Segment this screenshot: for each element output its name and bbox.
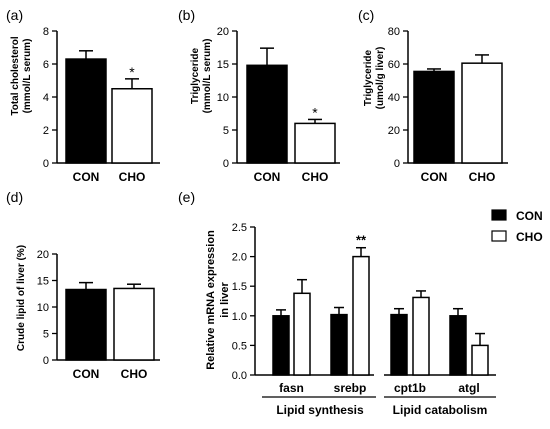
panel-e-ylabel-line1: Relative mRNA expression — [205, 230, 217, 370]
panel-d-x-tick-label: CHO — [121, 367, 148, 381]
panel-a-y-tick-label: 0 — [43, 158, 49, 170]
panel-e-group-label: Lipid catabolism — [393, 403, 488, 417]
panel-b-y-tick-label: 0 — [223, 158, 229, 170]
panel-e-x-tick-label: srebp — [334, 381, 367, 395]
panel-d-y-tick-label: 10 — [37, 302, 49, 314]
panel-d-bar-con — [65, 288, 107, 361]
panel-d-y-tick-label: 5 — [43, 329, 49, 341]
panel-a-y-tick-label: 2 — [43, 125, 49, 137]
panel-e-bar-srebp-cho — [352, 255, 370, 376]
panel-e-y-tick-label: 1.5 — [232, 281, 247, 293]
panel-a-x-tick-label: CON — [73, 170, 100, 184]
panel-c-ylabel-line2: (umol/g liver) — [375, 47, 386, 110]
panel-d-y-tick-label: 15 — [37, 276, 49, 288]
panel-a-plot: 0 2 4 6 8 CON * CHO — [43, 26, 160, 184]
panel-b-ylabel-line2: (mmol/L serum) — [202, 39, 213, 114]
panel-b-y-tick-label: 20 — [217, 26, 229, 38]
panel-e-x-tick-label: cpt1b — [394, 381, 426, 395]
panel-d-bar-cho — [113, 287, 155, 361]
panel-e-bar-fasn-cho — [293, 292, 311, 376]
panel-c-plot: 0 20 40 60 80 CON CHO — [388, 26, 508, 184]
panel-a-ylabel-line2: (mmol/L serum) — [22, 39, 33, 114]
panel-b-label: (b) — [178, 7, 195, 23]
panel-a-bar-con — [65, 58, 107, 164]
panel-e-group-label: Lipid synthesis — [276, 403, 364, 417]
panel-a-significance-mark: * — [129, 64, 135, 80]
panel-a-label: (a) — [6, 7, 23, 23]
panel-e-x-tick-label: fasn — [279, 381, 304, 395]
panel-a-y-tick-label: 4 — [43, 92, 49, 104]
panel-d: (d) Crude lipid of liver (%) 0 5 10 15 20 CON… — [6, 189, 160, 381]
panel-a-y-tick-label: 8 — [43, 26, 49, 38]
panel-c-ylabel-line1: Triglyceride — [363, 49, 374, 106]
panel-b-y-tick-label: 10 — [217, 92, 229, 104]
panel-e-x-tick-label: atgl — [458, 381, 479, 395]
panel-b-x-tick-label: CHO — [302, 170, 329, 184]
panel-d-y-tick-label: 0 — [43, 355, 49, 367]
panel-b-y-tick-label: 5 — [223, 125, 229, 137]
panel-d-ylabel: Crude lipid of liver (%) — [16, 245, 27, 351]
panel-c: (c) Triglyceride (umol/g liver) 0 20 40 60 8… — [358, 7, 508, 184]
panel-e-ylabel-line2: in liver — [219, 282, 231, 318]
panel-b-ylabel-line1: Triglyceride — [190, 47, 201, 104]
panel-d-plot: 0 5 10 15 20 CON CHO — [37, 249, 160, 381]
panel-c-label: (c) — [358, 7, 374, 23]
panel-e-legend: CON CHO — [491, 209, 543, 244]
panel-e-bar-srebp-con — [330, 313, 348, 376]
panel-e-y-tick-label: 0.5 — [232, 340, 247, 352]
panel-e-bar-atgl-cho — [471, 344, 489, 376]
panel-c-x-tick-label: CON — [421, 170, 448, 184]
legend-swatch-con — [491, 209, 507, 221]
panel-d-label: (d) — [6, 189, 23, 205]
panel-c-y-tick-label: 40 — [388, 92, 400, 104]
panel-d-x-tick-label: CON — [73, 367, 100, 381]
panel-c-bar-con — [413, 70, 455, 164]
panel-b-bar-con — [246, 64, 288, 164]
legend-label-cho: CHO — [516, 230, 543, 244]
panel-e-y-tick-label: 1.0 — [232, 311, 247, 323]
panel-e-bar-fasn-con — [272, 315, 290, 376]
panel-b-bar-cho — [294, 122, 336, 164]
legend-swatch-cho — [491, 230, 507, 242]
panel-c-y-tick-label: 0 — [394, 158, 400, 170]
panel-e-bar-cpt1b-cho — [412, 296, 430, 376]
panel-e: (e) Relative mRNA expression in liver 0.… — [178, 189, 543, 417]
panel-c-bar-cho — [461, 62, 503, 164]
panel-a-bar-cho — [111, 88, 153, 164]
panel-a-y-tick-label: 6 — [43, 59, 49, 71]
legend-label-con: CON — [516, 209, 543, 223]
panel-e-bar-cpt1b-con — [390, 313, 408, 376]
panel-e-y-tick-label: 2.0 — [232, 252, 247, 264]
panel-b-y-tick-label: 15 — [217, 59, 229, 71]
panel-b-significance-mark: * — [312, 104, 318, 120]
panel-c-y-tick-label: 80 — [388, 26, 400, 38]
panel-c-y-tick-label: 60 — [388, 59, 400, 71]
panel-e-label: (e) — [178, 189, 195, 205]
panel-a-x-tick-label: CHO — [119, 170, 146, 184]
panel-e-y-tick-label: 2.5 — [232, 222, 247, 234]
panel-e-bar-atgl-con — [449, 315, 467, 376]
panel-c-x-tick-label: CHO — [469, 170, 496, 184]
panel-a-ylabel-line1: Total cholesterol — [10, 36, 21, 115]
panel-e-plot: 0.0 0.5 1.0 1.5 2.0 2.5 fasn ** srebp cpt1b atgl Li… — [232, 222, 496, 417]
panel-e-y-tick-label: 0.0 — [232, 370, 247, 382]
panel-b-x-tick-label: CON — [254, 170, 281, 184]
panel-c-y-tick-label: 20 — [388, 125, 400, 137]
panel-d-y-tick-label: 20 — [37, 249, 49, 261]
panel-a: (a) Total cholesterol (mmol/L serum) 0 2 4… — [6, 7, 160, 184]
panel-b: (b) Triglyceride (mmol/L serum) 0 5 10 15 20… — [178, 7, 340, 184]
panel-e-significance-mark: ** — [356, 233, 367, 248]
panel-b-plot: 0 5 10 15 20 CON * CHO — [217, 26, 340, 184]
